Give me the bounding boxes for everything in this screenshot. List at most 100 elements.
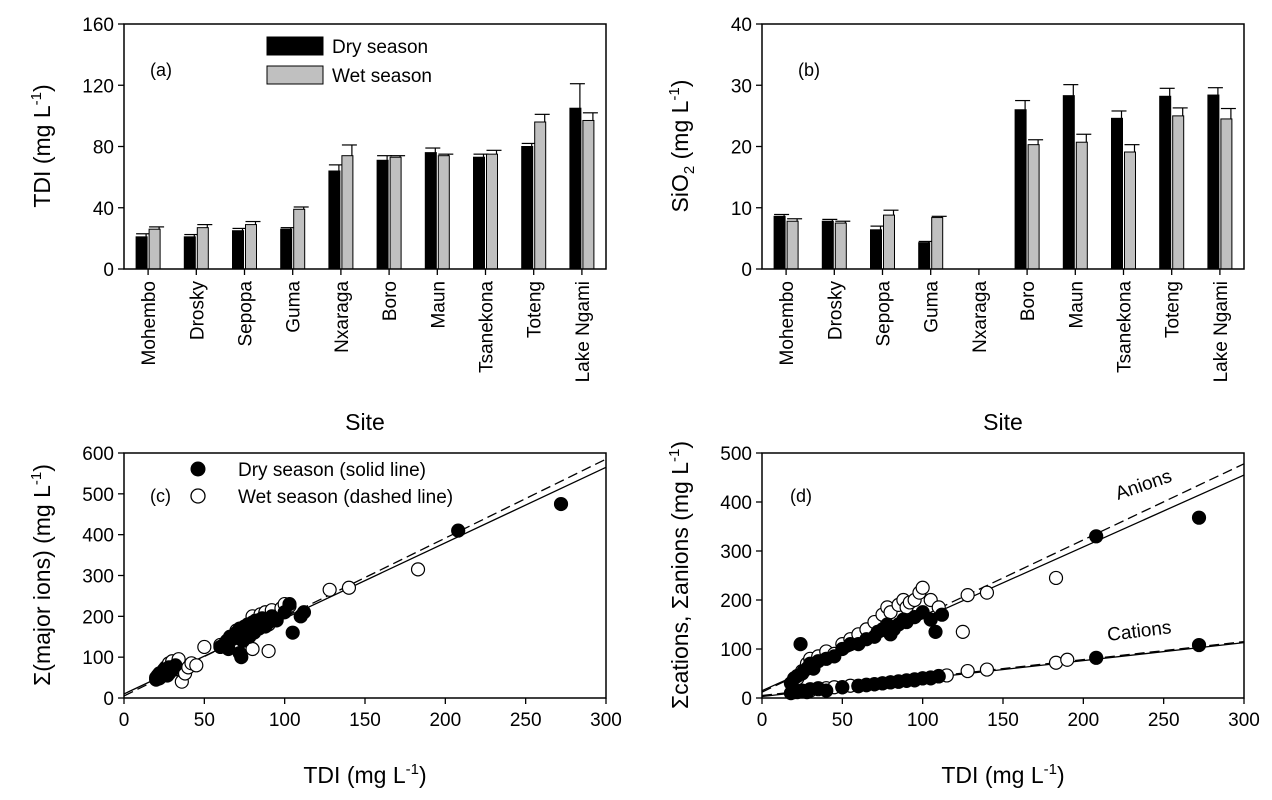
bar-wet (1220, 118, 1233, 270)
x-tick-label: Tsanekona (477, 281, 498, 373)
x-tick-label: Boro (380, 281, 401, 321)
x-tick-label: 300 (590, 710, 622, 731)
cations-annotation: Cations (1106, 617, 1173, 646)
legend-wet-label: Wet season (332, 66, 432, 87)
y-tick-label: 0 (103, 260, 114, 281)
x-tick-label: Mohembo (777, 281, 798, 366)
bar-dry (521, 146, 534, 270)
point-wet (341, 580, 357, 595)
y-tick-label: 200 (82, 607, 114, 628)
point-wet (915, 580, 930, 595)
point-dry (282, 596, 297, 612)
y-tick-label: 30 (731, 76, 752, 97)
point-dry (931, 669, 946, 684)
panel-a-legend: Dry season Wet season (266, 36, 432, 87)
y-tick-label: 80 (93, 138, 114, 159)
panel-c-y-axis-label: Σ(major ions) (mg L-1) (28, 464, 55, 686)
bar-dry (232, 230, 244, 270)
legend-dry-label: Dry season (332, 37, 428, 58)
point-dry (1191, 510, 1207, 525)
bar-wet (341, 155, 354, 270)
x-tick-label: Guma (922, 281, 943, 333)
x-tick-label: Maun (428, 281, 449, 329)
x-tick-label: Drosky (187, 281, 208, 341)
y-tick-label: 20 (731, 138, 752, 159)
x-tick-label: Maun (1066, 281, 1087, 329)
panel-c-legend: Dry season (solid line) Wet season (dash… (190, 460, 453, 508)
y-tick-label: 40 (731, 15, 752, 36)
x-tick-label: 300 (1228, 710, 1260, 731)
bar-dry (569, 107, 582, 270)
x-tick-label: Guma (284, 281, 305, 333)
point-dry (819, 683, 834, 698)
x-tick-label: 100 (269, 710, 301, 731)
bar-wet (1075, 141, 1088, 270)
bar-wet (534, 121, 547, 270)
point-wet (960, 587, 975, 603)
bar-dry (1014, 109, 1027, 270)
point-dry (234, 650, 249, 665)
bar-dry (280, 228, 293, 270)
point-wet (322, 582, 337, 597)
x-tick-label: 200 (1067, 710, 1099, 731)
x-tick-label: 100 (907, 710, 939, 731)
y-tick-label: 0 (741, 260, 752, 281)
legend-wet-marker (190, 488, 206, 504)
bar-dry (773, 215, 786, 270)
fit-line-dashed (761, 463, 1245, 693)
bar-dry (328, 170, 341, 270)
bar-wet (148, 228, 161, 270)
point-wet (261, 643, 276, 659)
bar-wet (486, 153, 498, 270)
point-wet (955, 624, 970, 639)
x-tick-label: Mohembo (139, 281, 160, 366)
panel-a-bar-chart: 0 40 80 120 160 Mohembo Drosky Sepopa Guma Nxara… (28, 15, 607, 435)
x-tick-label: 200 (429, 710, 461, 731)
bar-wet (1172, 115, 1185, 270)
x-tick-label: Nxaraga (970, 281, 991, 353)
bar-dry (1111, 117, 1123, 270)
bar-wet (245, 224, 257, 270)
panel-a-label: (a) (150, 60, 172, 80)
panel-c-scatter-chart: 0 100 200 300 400 500 600 0 50 100 150 200 250 300 (… (28, 444, 622, 788)
bar-dry (918, 242, 931, 270)
panel-d-x-axis-label: TDI (mg L-1) (941, 761, 1064, 788)
point-dry (835, 680, 850, 695)
panel-b-bar-chart: 0 10 20 30 40 Mohembo Drosky Sepopa Guma Nxaraga… (666, 15, 1245, 435)
y-tick-label: 600 (82, 444, 114, 465)
panel-a-x-axis-label: Site (345, 409, 385, 435)
bar-dry (473, 156, 485, 270)
bar-dry (376, 159, 389, 270)
x-tick-label: Sepopa (874, 281, 895, 347)
point-wet (960, 663, 975, 679)
legend-dry-label: Dry season (solid line) (238, 460, 426, 481)
point-dry (296, 605, 312, 620)
bar-wet (931, 217, 944, 270)
x-tick-label: 250 (510, 710, 542, 731)
x-tick-label: 50 (194, 710, 215, 731)
panel-b-y-axis-label: SiO2 (mg L-1) (666, 80, 698, 213)
x-tick-label: 50 (832, 710, 853, 731)
legend-wet-label: Wet season (dashed line) (238, 487, 453, 508)
x-tick-label: Toteng (525, 281, 546, 338)
y-tick-label: 100 (720, 640, 752, 661)
y-tick-label: 500 (82, 485, 114, 506)
point-dry (1089, 650, 1104, 665)
point-wet (979, 662, 995, 677)
bar-dry (1207, 94, 1220, 270)
fit-line-solid (123, 466, 607, 695)
x-tick-label: Lake Ngami (573, 281, 594, 382)
bar-wet (582, 119, 595, 270)
point-dry (928, 624, 943, 639)
bar-wet (786, 220, 799, 270)
legend-dry-swatch (266, 36, 324, 56)
bar-dry (1062, 95, 1075, 270)
panel-a-y-axis-label: TDI (mg L-1) (28, 84, 55, 207)
bar-wet (293, 208, 306, 270)
legend-wet-swatch (266, 65, 324, 85)
bar-dry (183, 236, 196, 270)
panel-c-label: (c) (150, 486, 171, 506)
bar-wet (883, 214, 895, 270)
y-tick-label: 100 (82, 648, 114, 669)
